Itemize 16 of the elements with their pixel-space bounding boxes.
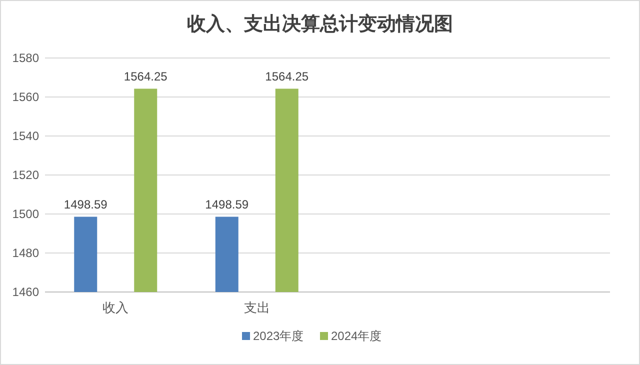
data-label: 1498.59 (205, 198, 249, 212)
y-tick-label: 1560 (12, 90, 40, 104)
data-label: 1564.25 (124, 70, 168, 84)
y-tick-label: 1460 (12, 285, 40, 299)
x-tick-label: 收入 (102, 300, 129, 315)
x-tick-label: 支出 (244, 300, 270, 315)
chart-title: 收入、支出决算总计变动情况图 (187, 13, 453, 35)
legend-label: 2024年度 (331, 329, 382, 343)
y-tick-label: 1580 (12, 51, 40, 65)
legend-label: 2023年度 (253, 329, 304, 343)
y-tick-label: 1540 (12, 129, 40, 143)
y-tick-label: 1500 (12, 207, 40, 221)
data-label: 1564.25 (265, 70, 309, 84)
y-tick-label: 1520 (12, 168, 40, 182)
y-tick-label: 1480 (12, 246, 40, 260)
data-label: 1498.59 (64, 198, 108, 212)
